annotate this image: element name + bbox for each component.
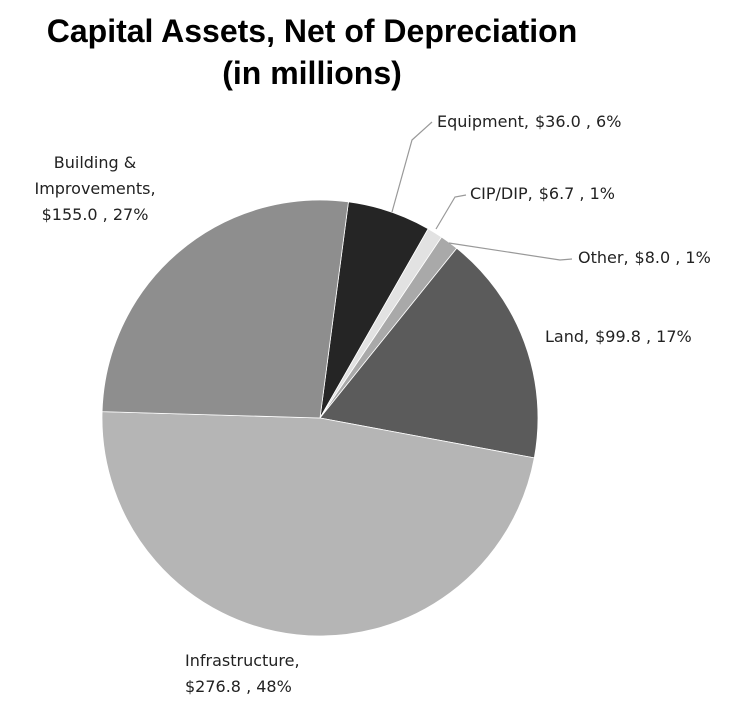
data-label: Infrastructure, $276.8 , 48% (185, 648, 300, 700)
leader-line (391, 121, 433, 213)
separator: , (623, 248, 629, 267)
category-label: Building & Improvements (34, 153, 151, 198)
value-label: $36.0 , 6% (534, 112, 622, 131)
value-label: $6.7 , 1% (538, 184, 615, 203)
category-label: CIP/DIP (470, 184, 528, 203)
separator: , (150, 179, 156, 198)
value-label: $155.0 , 27% (41, 205, 149, 224)
data-label: CIP/DIP, $6.7 , 1% (470, 181, 615, 207)
value-label: $99.8 , 17% (595, 327, 692, 346)
leader-line (448, 242, 573, 261)
data-label: Land, $99.8 , 17% (545, 324, 692, 350)
pie-slice (319, 247, 539, 459)
separator: , (584, 327, 590, 346)
category-label: Equipment (437, 112, 524, 131)
leader-line (435, 194, 467, 230)
data-label: Other, $8.0 , 1% (578, 245, 711, 271)
separator: , (294, 651, 300, 670)
data-label: Building & Improvements, $155.0 , 27% (20, 150, 170, 228)
chart-subtitle: (in millions) (222, 55, 402, 91)
pie-slice (101, 411, 535, 637)
separator: , (523, 112, 529, 131)
value-label: $276.8 , 48% (185, 677, 292, 696)
pie-slice (101, 199, 349, 419)
data-label: Equipment, $36.0 , 6% (437, 109, 621, 135)
category-label: Other (578, 248, 624, 267)
separator: , (527, 184, 533, 203)
category-label: Infrastructure (185, 651, 295, 670)
category-label: Land (545, 327, 585, 346)
chart-title: Capital Assets, Net of Depreciation (47, 13, 578, 49)
value-label: $8.0 , 1% (634, 248, 711, 267)
slices (101, 199, 539, 637)
